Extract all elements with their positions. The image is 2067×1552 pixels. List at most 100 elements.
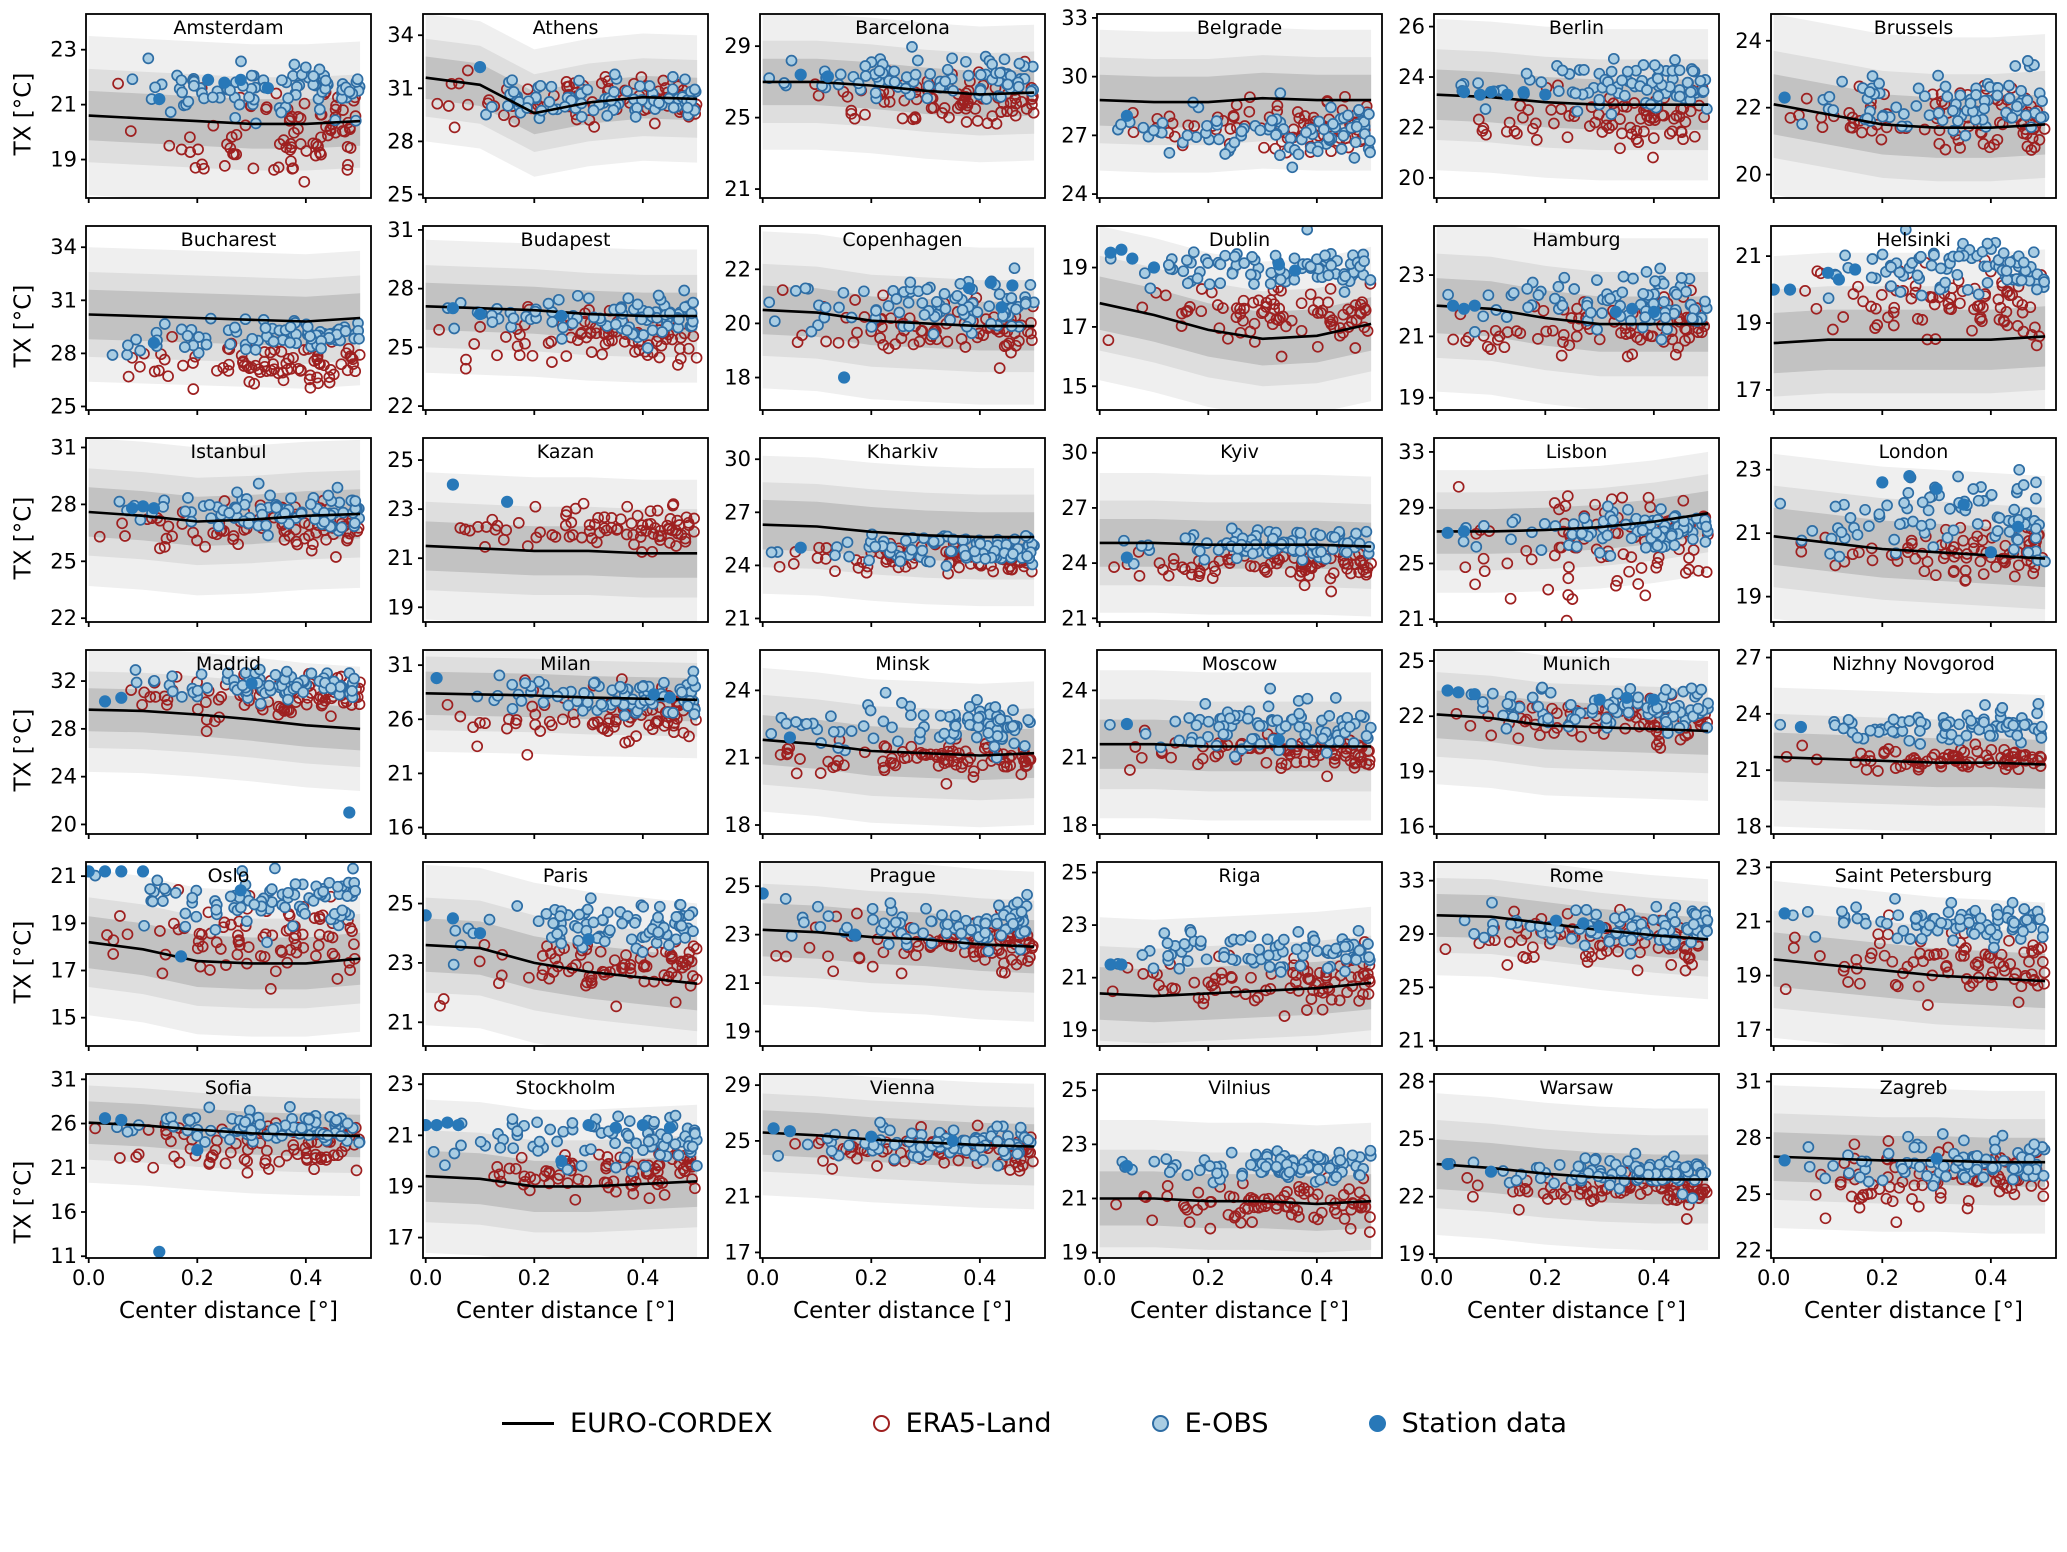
panel-title: Paris [543, 865, 588, 887]
station-points [783, 731, 797, 744]
chart-panel-lisbon: 21 25 29 33 Lisbon [1388, 432, 1725, 644]
panel-title: Helsinki [1876, 229, 1951, 251]
chart-panel-bucharest: 25 28 31 34 Bucharest [40, 220, 377, 432]
station-points [430, 671, 677, 704]
panel-title: Stockholm [515, 1077, 615, 1099]
legend: EURO-CORDEX ERA5-Land E-OBS Station data [6, 1408, 2063, 1439]
legend-label-eurocordex: EURO-CORDEX [570, 1408, 773, 1439]
y-tick-label: 21 [1398, 607, 1425, 631]
y-tick-label: 21 [724, 606, 751, 630]
chart-panel-vilnius: 19 21 23 25 0.0 0.2 0.4 Center distance [°] Viln… [1051, 1068, 1388, 1336]
era5-land-points [1780, 738, 2047, 777]
x-tick-label: 0.4 [963, 1266, 996, 1290]
x-tick-label: 0.0 [1083, 1266, 1116, 1290]
y-tick-label: 25 [387, 182, 414, 206]
panel-title: Dublin [1209, 229, 1270, 251]
y-tick-label: 25 [724, 874, 751, 898]
y-axis-label-text: TX [°C] [10, 920, 36, 1004]
y-tick-label: 15 [1061, 374, 1088, 398]
chart-panel-sofia: 11 16 21 26 31 0.0 0.2 0.4 Center distance [°] So… [40, 1068, 377, 1336]
panel-title: Munich [1542, 653, 1610, 675]
panel-title: Amsterdam [173, 17, 283, 39]
euro-cordex-line [1436, 512, 1709, 533]
panel-title: Minsk [875, 653, 930, 675]
y-tick-label: 24 [1735, 702, 1762, 726]
plot-frame [422, 861, 709, 1047]
y-tick-label: 16 [50, 1200, 77, 1224]
plot-frame [1433, 861, 1720, 1047]
plot-frame [1770, 1073, 2057, 1259]
y-tick-label: 21 [1735, 758, 1762, 782]
y-tick-label: 23 [724, 923, 751, 947]
plot-frame [422, 649, 709, 835]
legend-item-eurocordex: EURO-CORDEX [502, 1408, 773, 1439]
y-tick-label: 18 [1735, 814, 1762, 838]
station-points [1441, 525, 1471, 539]
figure: TX [°C] 19 21 23 Amsterdam 25 28 31 34 Athens 21 25… [6, 8, 2063, 1439]
plot-frame [759, 1073, 1046, 1259]
x-tick-label: 0.4 [289, 1266, 322, 1290]
station-points [1104, 958, 1128, 971]
y-tick-label: 17 [724, 1240, 751, 1264]
legend-item-era5: ERA5-Land [872, 1408, 1052, 1439]
x-axis-label: Center distance [°] [119, 1298, 338, 1324]
plot-frame [1096, 861, 1383, 1047]
y-tick-label: 26 [50, 1112, 77, 1136]
euro-cordex-line [88, 708, 361, 731]
station-points [473, 61, 487, 74]
y-tick-label: 19 [387, 1174, 414, 1198]
chart-panel-vienna: 17 21 25 29 0.0 0.2 0.4 Center distance [°] Vien… [714, 1068, 1051, 1336]
y-tick-label: 25 [1398, 975, 1425, 999]
euro-cordex-line [1099, 96, 1372, 104]
plot-frame [1096, 13, 1383, 199]
station-points [1778, 1152, 1943, 1167]
x-tick-label: 0.2 [1866, 1266, 1899, 1290]
e-obs-points [1111, 924, 1376, 978]
station-points [1441, 684, 1660, 706]
y-tick-label: 28 [387, 129, 414, 153]
chart-panel-budapest: 22 25 28 31 Budapest [377, 220, 714, 432]
chart-panel-rome: 21 25 29 33 Rome [1388, 856, 1725, 1068]
y-tick-label: 25 [387, 892, 414, 916]
panel-title: Athens [533, 17, 599, 39]
y-tick-label: 25 [1398, 551, 1425, 575]
plot-frame [1433, 13, 1720, 199]
panel-title: Prague [869, 865, 935, 887]
station-points [1778, 91, 1791, 104]
x-axis-label: Center distance [°] [1467, 1298, 1686, 1324]
y-tick-label: 22 [50, 606, 77, 630]
x-axis-label: Center distance [°] [793, 1298, 1012, 1324]
station-points [1446, 299, 1660, 319]
y-tick-label: 28 [50, 717, 77, 741]
y-tick-label: 27 [724, 500, 751, 524]
euro-cordex-line [762, 1131, 1035, 1148]
y-tick-label: 21 [50, 93, 77, 117]
euro-cordex-line [762, 738, 1035, 757]
y-tick-label: 19 [1735, 964, 1762, 988]
e-obs-points [89, 862, 362, 949]
panel-title: Istanbul [190, 441, 266, 463]
panel-title: Riga [1218, 865, 1260, 887]
euro-cordex-line [88, 313, 361, 323]
euro-cordex-line [425, 76, 698, 115]
panel-title: Hamburg [1532, 229, 1620, 251]
plot-frame [759, 861, 1046, 1047]
euro-cordex-line [1099, 981, 1372, 998]
y-tick-label: 33 [1398, 869, 1425, 893]
y-axis-label-text: TX [°C] [10, 708, 36, 792]
station-points [147, 336, 161, 349]
plot-frame [1096, 1073, 1383, 1259]
euro-cordex-line [1436, 304, 1709, 326]
station-points [126, 500, 161, 515]
euro-cordex-line [1099, 1197, 1372, 1206]
eurocordex-line-marker [502, 1422, 555, 1425]
y-tick-label: 17 [387, 1226, 414, 1250]
plot-frame [1770, 225, 2057, 411]
station-points [423, 909, 595, 946]
station-points [1876, 470, 2025, 559]
y-tick-label: 21 [724, 177, 751, 201]
panel-title: Kazan [537, 441, 594, 463]
panel-title: Rome [1549, 865, 1603, 887]
era5-land-points [488, 1141, 701, 1206]
x-tick-label: 0.4 [1974, 1266, 2007, 1290]
